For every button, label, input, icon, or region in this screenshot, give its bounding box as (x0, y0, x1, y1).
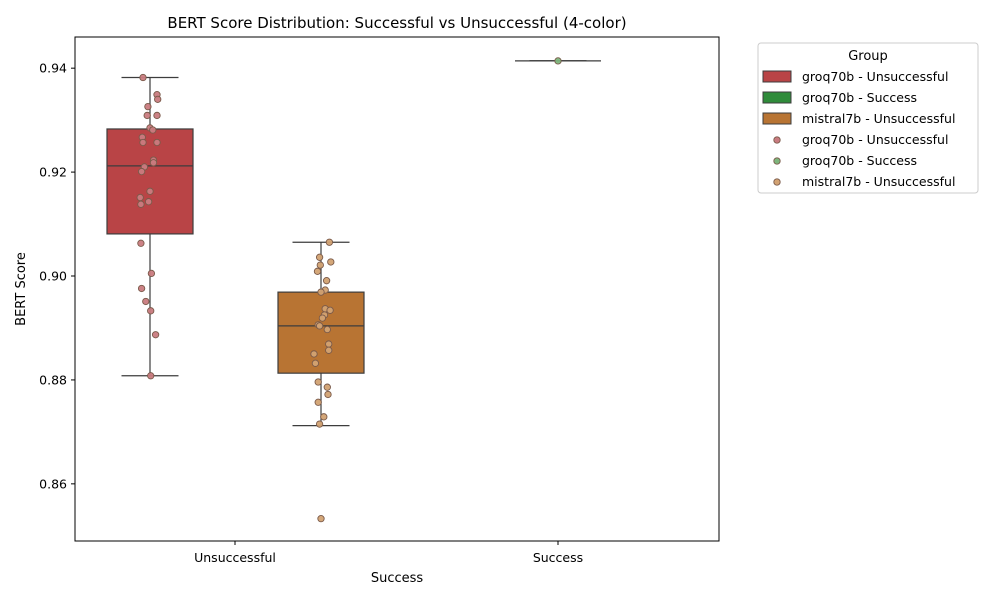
legend-point-marker (773, 157, 781, 165)
legend-box-swatch (762, 91, 792, 104)
data-point (153, 138, 161, 147)
data-point (325, 346, 333, 354)
y-tick-label: 0.88 (39, 372, 67, 387)
legend-box-label: groq70b - Success (802, 90, 917, 105)
data-point (322, 277, 331, 285)
data-point (142, 297, 150, 306)
data-point (320, 413, 328, 421)
data-point (326, 306, 334, 314)
data-point (149, 126, 157, 134)
data-point (137, 167, 146, 176)
data-point (325, 238, 334, 246)
data-point (324, 390, 332, 399)
data-point (144, 102, 152, 111)
strip-points (136, 57, 562, 523)
y-axis-label: BERT Score (14, 252, 29, 326)
legend-point-label: groq70b - Unsuccessful (802, 132, 948, 147)
data-point (149, 159, 158, 167)
data-point (310, 350, 318, 358)
data-point (137, 239, 145, 247)
plot-area: 0.86 0.88 0.90 0.92 0.94 Unsuccessful Success (39, 36, 720, 565)
legend-point-label: groq70b - Success (802, 153, 917, 168)
data-point (315, 420, 324, 428)
y-tick-label: 0.92 (39, 165, 67, 180)
data-point (144, 198, 153, 206)
data-point (554, 57, 562, 65)
data-point (317, 515, 325, 523)
data-point (137, 284, 146, 293)
legend-point-label: mistral7b - Unsuccessful (802, 174, 955, 189)
legend: Group groq70b - Unsuccessful groq70b - Su… (757, 42, 979, 194)
data-point (317, 288, 325, 296)
data-point (314, 398, 322, 406)
legend-box-swatch (762, 70, 792, 83)
legend-box-label: mistral7b - Unsuccessful (802, 111, 955, 126)
data-point (318, 314, 327, 322)
data-point (151, 331, 160, 339)
box-plots (106, 60, 601, 427)
data-point (315, 322, 324, 330)
data-point (147, 307, 155, 315)
y-tick-label: 0.90 (39, 269, 67, 284)
y-tick-label: 0.86 (39, 476, 67, 491)
legend-title: Group (848, 49, 888, 64)
data-point (325, 340, 333, 348)
data-point (139, 73, 147, 82)
data-point (143, 111, 151, 120)
legend-frame (757, 42, 979, 194)
chart-title: BERT Score Distribution: Successful vs U… (167, 14, 626, 32)
y-tick-label: 0.94 (39, 61, 67, 76)
data-point (323, 325, 331, 334)
x-axis: Unsuccessful Success (194, 541, 583, 565)
data-point (146, 187, 154, 195)
data-point (314, 378, 322, 386)
x-axis-label: Success (371, 571, 424, 586)
legend-items: groq70b - Unsuccessful groq70b - Success m… (762, 69, 955, 189)
legend-point-marker (773, 178, 781, 186)
legend-point-marker (773, 136, 781, 144)
box-iqr (106, 128, 194, 235)
data-point (316, 261, 324, 269)
data-point (315, 253, 324, 261)
data-point (311, 359, 320, 367)
data-point (136, 193, 144, 202)
data-point (327, 258, 335, 266)
plot-frame (74, 36, 720, 542)
data-point (313, 267, 322, 275)
x-tick-label: Success (533, 550, 583, 565)
data-point (137, 200, 145, 208)
data-point (323, 383, 331, 391)
data-point (153, 111, 161, 120)
legend-box-swatch (762, 112, 792, 125)
box-plot-groq70b-unsuccessful (106, 76, 194, 377)
y-axis: 0.86 0.88 0.90 0.92 0.94 (39, 61, 75, 491)
data-point (147, 372, 155, 380)
legend-box-label: groq70b - Unsuccessful (802, 69, 948, 84)
data-point (147, 269, 156, 278)
box-plot-mistral7b-unsuccessful (277, 241, 365, 427)
data-point (154, 95, 162, 104)
data-point (139, 138, 147, 147)
box-iqr (277, 291, 365, 374)
x-tick-label: Unsuccessful (194, 550, 276, 565)
